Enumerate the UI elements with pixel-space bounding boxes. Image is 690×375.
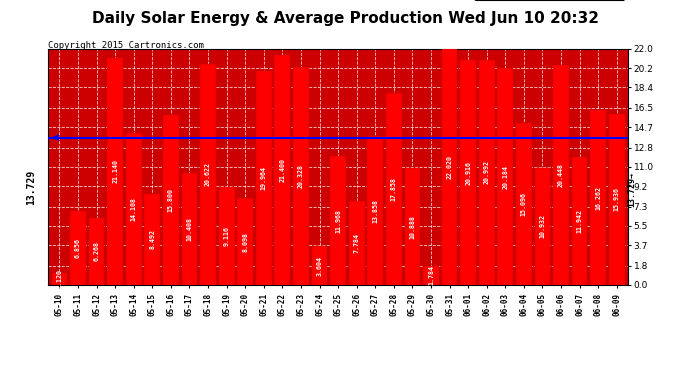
- Text: 14.108: 14.108: [130, 197, 137, 221]
- Text: 13.729: 13.729: [26, 170, 36, 205]
- Bar: [423, 266, 439, 285]
- Text: 15.096: 15.096: [521, 192, 527, 216]
- Bar: [367, 136, 383, 285]
- Text: 20.328: 20.328: [298, 164, 304, 188]
- Bar: [553, 65, 569, 285]
- Text: 20.184: 20.184: [502, 165, 509, 189]
- Bar: [331, 156, 346, 285]
- Text: 21.400: 21.400: [279, 158, 286, 182]
- Bar: [348, 201, 364, 285]
- Text: Daily Solar Energy & Average Production Wed Jun 10 20:32: Daily Solar Energy & Average Production …: [92, 11, 598, 26]
- Text: 6.268: 6.268: [94, 242, 99, 261]
- Bar: [572, 157, 587, 285]
- Bar: [497, 68, 513, 285]
- Bar: [275, 55, 290, 285]
- Text: 7.784: 7.784: [354, 233, 359, 253]
- Text: Copyright 2015 Cartronics.com: Copyright 2015 Cartronics.com: [48, 41, 204, 50]
- Text: 22.020: 22.020: [446, 155, 453, 179]
- Bar: [126, 134, 141, 285]
- Bar: [590, 110, 606, 285]
- Text: 8.098: 8.098: [242, 231, 248, 252]
- Text: 11.942: 11.942: [577, 209, 582, 233]
- Bar: [107, 58, 123, 285]
- Text: 13.729→: 13.729→: [627, 172, 636, 207]
- Bar: [237, 198, 253, 285]
- Text: 6.856: 6.856: [75, 238, 81, 258]
- Bar: [609, 114, 624, 285]
- Text: 19.964: 19.964: [261, 166, 267, 190]
- Text: 16.262: 16.262: [595, 186, 601, 210]
- Bar: [442, 48, 457, 285]
- Bar: [516, 123, 532, 285]
- Bar: [386, 93, 402, 285]
- Text: 9.116: 9.116: [224, 226, 230, 246]
- Text: 11.968: 11.968: [335, 209, 341, 233]
- Text: 3.604: 3.604: [317, 256, 322, 276]
- Text: 17.858: 17.858: [391, 177, 397, 201]
- Text: 15.936: 15.936: [613, 188, 620, 211]
- Bar: [479, 60, 495, 285]
- Text: 1.120: 1.120: [57, 269, 63, 289]
- Text: 21.140: 21.140: [112, 159, 118, 183]
- Text: 10.932: 10.932: [540, 214, 546, 238]
- Bar: [535, 168, 551, 285]
- Bar: [256, 70, 272, 285]
- Text: 10.408: 10.408: [186, 217, 193, 241]
- Text: 1.784: 1.784: [428, 266, 434, 285]
- Text: 20.992: 20.992: [484, 160, 490, 184]
- Bar: [89, 218, 104, 285]
- Text: 20.448: 20.448: [558, 163, 564, 187]
- Bar: [312, 246, 328, 285]
- Bar: [70, 211, 86, 285]
- Text: 20.916: 20.916: [465, 161, 471, 185]
- Bar: [460, 60, 476, 285]
- Bar: [219, 187, 235, 285]
- Bar: [52, 273, 68, 285]
- Bar: [144, 194, 160, 285]
- Bar: [200, 63, 216, 285]
- Text: 20.622: 20.622: [205, 162, 211, 186]
- Bar: [404, 168, 420, 285]
- Text: 13.858: 13.858: [372, 199, 378, 223]
- Text: 8.492: 8.492: [149, 230, 155, 249]
- Bar: [181, 173, 197, 285]
- Bar: [163, 116, 179, 285]
- Text: 10.888: 10.888: [409, 214, 415, 238]
- Text: 15.800: 15.800: [168, 188, 174, 212]
- Bar: [293, 67, 309, 285]
